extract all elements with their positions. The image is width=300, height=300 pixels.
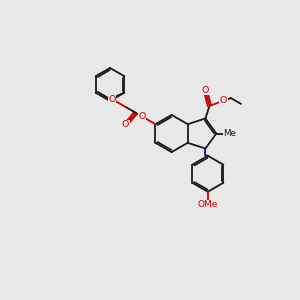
Text: O: O bbox=[108, 94, 116, 103]
Text: O: O bbox=[202, 85, 209, 94]
Text: OMe: OMe bbox=[198, 200, 218, 209]
Text: O: O bbox=[122, 120, 129, 129]
Text: O: O bbox=[220, 96, 227, 105]
Text: Me: Me bbox=[224, 129, 236, 138]
Text: O: O bbox=[139, 112, 146, 121]
